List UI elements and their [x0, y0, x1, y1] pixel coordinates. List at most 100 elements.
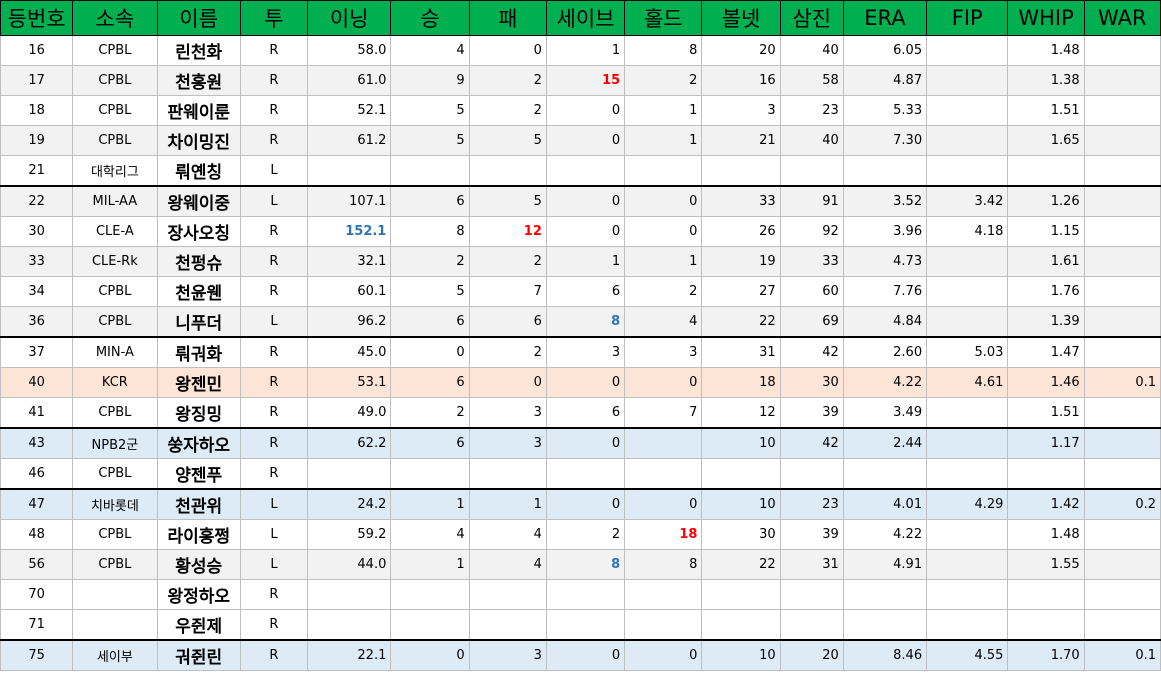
cell-name: 양젠푸 [156, 458, 241, 490]
cell-hand: L [239, 549, 309, 580]
cell-number: 46 [0, 458, 74, 490]
cell-innings: 24.2 [306, 488, 392, 520]
header-war: WAR [1083, 0, 1161, 36]
cell-strikeouts: 23 [779, 95, 844, 126]
cell-fip [926, 65, 1009, 96]
table-row: 43 NPB2군 쑹자하오 R 62.2 6 3 0 10 42 2.44 1.17 [0, 427, 1161, 459]
cell-team: CPBL [72, 65, 158, 96]
cell-name: 니푸더 [156, 306, 241, 338]
cell-hand: R [239, 276, 309, 307]
cell-saves: 8 [545, 306, 626, 338]
cell-walks: 12 [701, 397, 781, 429]
cell-era: 6.05 [842, 35, 928, 66]
cell-holds: 8 [624, 549, 703, 580]
cell-hand: R [239, 367, 309, 398]
cell-wins: 6 [390, 367, 470, 398]
cell-hand: L [239, 488, 309, 520]
cell-era: 4.87 [842, 65, 928, 96]
table-row: 18 CPBL 판웨이룬 R 52.1 5 2 0 1 3 23 5.33 1.51 [0, 95, 1161, 126]
cell-era [842, 458, 928, 490]
cell-whip: 1.15 [1007, 216, 1085, 247]
cell-saves: 0 [545, 216, 626, 247]
header-losses: 패 [468, 0, 547, 36]
cell-hand: L [239, 185, 309, 217]
cell-number: 37 [0, 336, 74, 368]
cell-losses: 3 [468, 427, 547, 459]
cell-wins: 9 [390, 65, 470, 96]
cell-losses: 2 [468, 246, 547, 277]
cell-fip: 4.61 [926, 367, 1009, 398]
cell-strikeouts: 42 [779, 336, 844, 368]
cell-era: 3.96 [842, 216, 928, 247]
cell-strikeouts: 92 [779, 216, 844, 247]
header-name: 이름 [156, 0, 241, 36]
cell-war [1083, 65, 1161, 96]
cell-war [1083, 95, 1161, 126]
cell-wins: 2 [390, 397, 470, 429]
cell-saves: 8 [545, 549, 626, 580]
cell-whip: 1.51 [1007, 95, 1085, 126]
cell-team: CPBL [72, 95, 158, 126]
cell-walks: 26 [701, 216, 781, 247]
cell-strikeouts: 60 [779, 276, 844, 307]
cell-holds: 0 [624, 488, 703, 520]
cell-name: 장사오칭 [156, 216, 241, 247]
cell-losses: 2 [468, 95, 547, 126]
cell-team: CPBL [72, 549, 158, 580]
cell-losses: 4 [468, 549, 547, 580]
cell-team: MIN-A [72, 336, 158, 368]
cell-saves: 1 [545, 246, 626, 277]
cell-team: 세이부 [72, 639, 158, 671]
cell-whip: 1.55 [1007, 549, 1085, 580]
cell-losses: 5 [468, 185, 547, 217]
cell-war: 0.1 [1083, 367, 1161, 398]
cell-fip [926, 458, 1009, 490]
table-row: 41 CPBL 왕징밍 R 49.0 2 3 6 7 12 39 3.49 1.51 [0, 397, 1161, 429]
cell-holds: 8 [624, 35, 703, 66]
cell-losses: 2 [468, 336, 547, 368]
cell-war [1083, 609, 1161, 641]
cell-wins [390, 579, 470, 610]
cell-fip [926, 35, 1009, 66]
cell-walks: 10 [701, 639, 781, 671]
cell-number: 21 [0, 155, 74, 187]
cell-holds: 3 [624, 336, 703, 368]
cell-innings: 59.2 [306, 519, 392, 550]
cell-saves: 0 [545, 125, 626, 156]
cell-era: 2.44 [842, 427, 928, 459]
cell-strikeouts: 39 [779, 519, 844, 550]
cell-name: 쑹자하오 [156, 427, 241, 459]
cell-hand: R [239, 35, 309, 66]
cell-era: 4.73 [842, 246, 928, 277]
cell-wins: 8 [390, 216, 470, 247]
cell-losses: 0 [468, 35, 547, 66]
cell-wins [390, 609, 470, 641]
cell-holds: 0 [624, 216, 703, 247]
cell-team: CPBL [72, 125, 158, 156]
cell-name: 왕징밍 [156, 397, 241, 429]
cell-saves: 0 [545, 488, 626, 520]
table-row: 17 CPBL 천홍원 R 61.0 9 2 15 2 16 58 4.87 1.38 [0, 65, 1161, 96]
cell-war [1083, 155, 1161, 187]
cell-war [1083, 458, 1161, 490]
cell-war [1083, 519, 1161, 550]
cell-saves: 6 [545, 397, 626, 429]
cell-walks: 22 [701, 549, 781, 580]
cell-strikeouts [779, 458, 844, 490]
cell-fip [926, 427, 1009, 459]
cell-saves: 0 [545, 427, 626, 459]
cell-era: 5.33 [842, 95, 928, 126]
cell-era [842, 579, 928, 610]
cell-losses: 4 [468, 519, 547, 550]
cell-losses: 3 [468, 639, 547, 671]
cell-team: CPBL [72, 35, 158, 66]
cell-walks [701, 609, 781, 641]
cell-holds [624, 427, 703, 459]
table-row: 47 치바롯데 천관위 L 24.2 1 1 0 0 10 23 4.01 4.29 1.42 0.2 [0, 488, 1161, 520]
cell-strikeouts [779, 579, 844, 610]
cell-holds: 0 [624, 367, 703, 398]
cell-wins: 2 [390, 246, 470, 277]
cell-name: 천홍원 [156, 65, 241, 96]
cell-walks [701, 579, 781, 610]
cell-saves: 2 [545, 519, 626, 550]
